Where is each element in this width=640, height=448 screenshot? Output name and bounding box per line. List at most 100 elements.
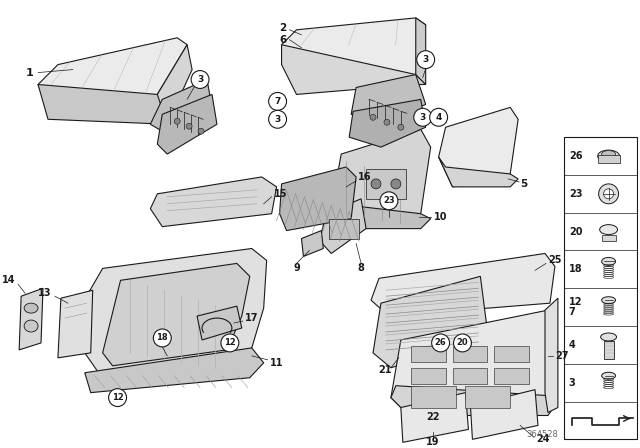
Text: 26: 26 bbox=[569, 151, 582, 161]
Ellipse shape bbox=[598, 184, 618, 204]
Polygon shape bbox=[373, 276, 488, 368]
Polygon shape bbox=[102, 263, 250, 366]
Ellipse shape bbox=[600, 224, 618, 235]
Text: 23: 23 bbox=[569, 189, 582, 199]
Bar bbox=[366, 169, 406, 199]
Polygon shape bbox=[332, 204, 431, 228]
Text: 364528: 364528 bbox=[526, 431, 558, 439]
Text: 18: 18 bbox=[569, 264, 582, 274]
Polygon shape bbox=[371, 254, 555, 316]
Text: 3: 3 bbox=[422, 55, 429, 64]
Polygon shape bbox=[438, 108, 518, 187]
Ellipse shape bbox=[602, 372, 616, 379]
Text: 27: 27 bbox=[555, 351, 568, 361]
Circle shape bbox=[269, 110, 287, 128]
Circle shape bbox=[221, 334, 239, 352]
Circle shape bbox=[371, 179, 381, 189]
Circle shape bbox=[174, 118, 180, 124]
Polygon shape bbox=[332, 129, 431, 228]
Polygon shape bbox=[147, 45, 192, 124]
Ellipse shape bbox=[602, 151, 616, 158]
Polygon shape bbox=[391, 386, 555, 415]
Bar bbox=[330, 219, 359, 238]
Text: 3: 3 bbox=[275, 115, 281, 124]
Bar bbox=[411, 368, 445, 383]
Ellipse shape bbox=[604, 189, 614, 199]
Circle shape bbox=[398, 124, 404, 130]
Polygon shape bbox=[38, 85, 167, 124]
Circle shape bbox=[154, 329, 172, 347]
Text: 13: 13 bbox=[38, 288, 51, 298]
Circle shape bbox=[384, 119, 390, 125]
Text: 3: 3 bbox=[420, 113, 426, 122]
Text: 12: 12 bbox=[224, 338, 236, 348]
Text: 9: 9 bbox=[293, 263, 300, 273]
Polygon shape bbox=[282, 18, 426, 85]
Polygon shape bbox=[197, 306, 242, 340]
Polygon shape bbox=[38, 38, 187, 109]
Polygon shape bbox=[470, 390, 538, 439]
Bar bbox=[411, 346, 445, 362]
Circle shape bbox=[431, 334, 449, 352]
Bar bbox=[604, 341, 614, 359]
Circle shape bbox=[191, 71, 209, 88]
Polygon shape bbox=[319, 199, 366, 254]
Text: 6: 6 bbox=[279, 35, 287, 45]
Polygon shape bbox=[150, 79, 212, 134]
Text: 26: 26 bbox=[435, 338, 447, 348]
Text: 18: 18 bbox=[156, 333, 168, 342]
Ellipse shape bbox=[601, 333, 616, 341]
Circle shape bbox=[417, 51, 435, 69]
Text: 21: 21 bbox=[378, 365, 392, 375]
Bar bbox=[494, 368, 529, 383]
Bar bbox=[465, 386, 510, 408]
Polygon shape bbox=[401, 392, 468, 442]
Circle shape bbox=[414, 108, 431, 126]
Text: 8: 8 bbox=[358, 263, 365, 273]
Circle shape bbox=[198, 128, 204, 134]
Polygon shape bbox=[84, 348, 264, 392]
Circle shape bbox=[109, 389, 127, 406]
Polygon shape bbox=[157, 95, 217, 154]
Text: 24: 24 bbox=[536, 435, 550, 444]
Circle shape bbox=[370, 114, 376, 120]
Circle shape bbox=[186, 123, 192, 129]
Text: 17: 17 bbox=[244, 313, 259, 323]
Text: 3: 3 bbox=[197, 75, 203, 84]
Bar bbox=[598, 155, 620, 163]
Text: 25: 25 bbox=[548, 255, 561, 265]
Text: 19: 19 bbox=[426, 437, 440, 448]
Polygon shape bbox=[349, 99, 426, 147]
Polygon shape bbox=[438, 157, 518, 187]
Text: 12: 12 bbox=[569, 297, 582, 307]
Text: 22: 22 bbox=[426, 413, 440, 422]
Bar bbox=[411, 386, 456, 408]
Ellipse shape bbox=[24, 320, 38, 332]
Circle shape bbox=[429, 108, 447, 126]
Text: 2: 2 bbox=[279, 23, 287, 33]
Polygon shape bbox=[19, 288, 43, 350]
Circle shape bbox=[380, 192, 398, 210]
Text: 16: 16 bbox=[358, 172, 372, 182]
Bar bbox=[564, 137, 637, 439]
Text: 15: 15 bbox=[274, 189, 287, 199]
Text: 23: 23 bbox=[383, 196, 395, 205]
Polygon shape bbox=[301, 231, 323, 256]
Text: 7: 7 bbox=[275, 97, 281, 106]
Circle shape bbox=[454, 334, 472, 352]
Polygon shape bbox=[351, 74, 426, 124]
Circle shape bbox=[269, 92, 287, 110]
Text: 3: 3 bbox=[569, 378, 575, 388]
Text: 5: 5 bbox=[520, 179, 527, 189]
Text: 10: 10 bbox=[434, 212, 447, 222]
Polygon shape bbox=[391, 310, 555, 415]
Ellipse shape bbox=[602, 258, 616, 265]
Text: 7: 7 bbox=[569, 307, 575, 317]
Text: 14: 14 bbox=[2, 276, 15, 285]
Circle shape bbox=[391, 179, 401, 189]
Text: 4: 4 bbox=[569, 340, 575, 350]
Polygon shape bbox=[150, 177, 276, 227]
Polygon shape bbox=[416, 18, 426, 85]
Text: 20: 20 bbox=[569, 227, 582, 237]
Bar bbox=[452, 346, 487, 362]
